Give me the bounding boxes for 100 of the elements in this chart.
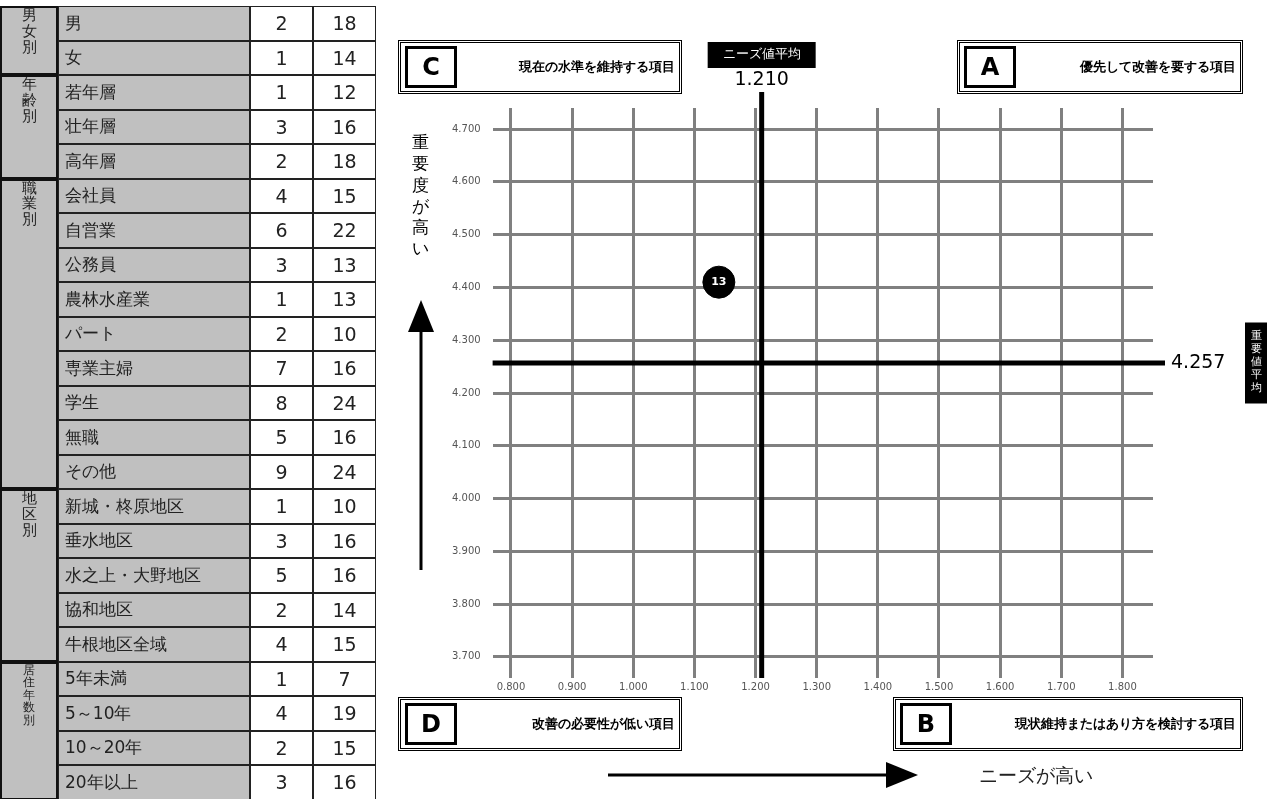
x-tick-label: 1.400 bbox=[863, 680, 893, 692]
y-tick-label: 10～20年 bbox=[58, 730, 250, 765]
x-tick-label: 1.200 bbox=[741, 680, 770, 692]
y-tick-label: 自営業 bbox=[58, 213, 250, 248]
y-tick-label: 公務員 bbox=[58, 247, 250, 282]
y-tick-label: 5～10年 bbox=[58, 696, 250, 731]
data-label: 1 bbox=[250, 489, 313, 524]
data-label: 1 bbox=[250, 75, 313, 110]
data-label: 16 bbox=[313, 558, 376, 593]
y-tick-label: 4.500 bbox=[451, 228, 481, 240]
data-label: 9 bbox=[250, 454, 313, 489]
text: B bbox=[900, 703, 952, 745]
x-tick-label: 1.800 bbox=[1108, 680, 1137, 692]
y-tick-label: 4.700 bbox=[451, 122, 481, 134]
y2-tick-label: 年齢別 bbox=[21, 75, 37, 125]
y-tick-label: 会社員 bbox=[58, 178, 250, 213]
y-tick-label: 専業主婦 bbox=[58, 351, 250, 386]
data-label: 16 bbox=[313, 523, 376, 558]
data-label: 2 bbox=[250, 316, 313, 351]
y-tick-label: 高年層 bbox=[58, 144, 250, 179]
data-label: 13 bbox=[313, 282, 376, 317]
y-tick-label: 学生 bbox=[58, 385, 250, 420]
data-label: 2 bbox=[250, 6, 313, 41]
data-label: 1 bbox=[250, 282, 313, 317]
annotation: 13 bbox=[711, 275, 727, 289]
data-label: 19 bbox=[313, 696, 376, 731]
data-label: 15 bbox=[313, 627, 376, 662]
data-label: 7 bbox=[313, 661, 376, 696]
y-tick-label: 新城・柊原地区 bbox=[58, 489, 250, 524]
y2-tick-label: 職業別 bbox=[21, 178, 37, 228]
y-tick-label: 4.200 bbox=[451, 386, 481, 398]
y-tick-label: 4.300 bbox=[451, 333, 481, 345]
data-label: 15 bbox=[313, 730, 376, 765]
x-tick-label: 1.300 bbox=[802, 680, 832, 692]
y-tick-label: 水之上・大野地区 bbox=[58, 558, 250, 593]
x-tick-label: 1.500 bbox=[924, 680, 954, 692]
data-label: 13 bbox=[313, 247, 376, 282]
data-label: 12 bbox=[313, 75, 376, 110]
y2-tick-label: 居住年数別 bbox=[23, 662, 35, 727]
y-tick-label: 協和地区 bbox=[58, 592, 250, 627]
y-tick-label: その他 bbox=[58, 454, 250, 489]
text: 優先して改善を要する項目 bbox=[1078, 58, 1237, 76]
text: ニーズ値平均 bbox=[722, 46, 801, 62]
data-label: 5 bbox=[250, 420, 313, 455]
y-tick-label: 20年以上 bbox=[58, 765, 250, 799]
data-label: 10 bbox=[313, 316, 376, 351]
data-label: 5 bbox=[250, 558, 313, 593]
data-label: 1 bbox=[250, 661, 313, 696]
text: C bbox=[405, 46, 457, 88]
data-label: 10 bbox=[313, 489, 376, 524]
y-tick-label: 壮年層 bbox=[58, 109, 250, 144]
y-tick-label: 3.700 bbox=[451, 650, 481, 662]
data-label: 16 bbox=[313, 420, 376, 455]
x-tick-label: 1.600 bbox=[985, 680, 1015, 692]
y2-tick-label: 男女別 bbox=[21, 6, 37, 56]
data-label: 1 bbox=[250, 40, 313, 75]
y-tick-label: 4.600 bbox=[451, 175, 481, 187]
y-tick-label: 農林水産業 bbox=[58, 282, 250, 317]
data-label: 3 bbox=[250, 109, 313, 144]
y-tick-label: 牛根地区全域 bbox=[58, 627, 250, 662]
data-label: 2 bbox=[250, 730, 313, 765]
x-tick-label: 1.100 bbox=[680, 680, 709, 692]
y-tick-label: 女 bbox=[58, 40, 250, 75]
data-label: 7 bbox=[250, 351, 313, 386]
text: 重要値平均 bbox=[1249, 329, 1262, 395]
y-tick-label: パート bbox=[58, 316, 250, 351]
y-tick-label: 男 bbox=[58, 6, 250, 41]
x-axis-title: ニーズが高い bbox=[979, 763, 1093, 788]
data-label: 18 bbox=[313, 144, 376, 179]
y-tick-label: 4.400 bbox=[451, 281, 481, 293]
data-label: 3 bbox=[250, 247, 313, 282]
y-tick-label: 無職 bbox=[58, 420, 250, 455]
text: 現状維持またはあり方を検討する項目 bbox=[1013, 715, 1237, 733]
data-label: 14 bbox=[313, 40, 376, 75]
data-label: 24 bbox=[313, 454, 376, 489]
data-label: 14 bbox=[313, 592, 376, 627]
data-label: 4 bbox=[250, 627, 313, 662]
y-tick-label: 3.900 bbox=[451, 544, 481, 556]
x-tick-label: 0.800 bbox=[496, 680, 526, 692]
y-tick-label: 若年層 bbox=[58, 75, 250, 110]
data-label: 4 bbox=[250, 696, 313, 731]
data-label: 8 bbox=[250, 385, 313, 420]
data-label: 6 bbox=[250, 213, 313, 248]
data-label: 15 bbox=[313, 178, 376, 213]
data-label: 16 bbox=[313, 351, 376, 386]
data-label: 2 bbox=[250, 144, 313, 179]
data-label: 22 bbox=[313, 213, 376, 248]
data-label: 18 bbox=[313, 6, 376, 41]
y-tick-label: 3.800 bbox=[451, 597, 481, 609]
data-label: 16 bbox=[313, 765, 376, 799]
y-tick-label: 4.000 bbox=[451, 492, 481, 504]
text: A bbox=[964, 46, 1016, 88]
ref-line-label: 1.210 bbox=[734, 67, 789, 90]
data-label: 2 bbox=[250, 592, 313, 627]
text: D bbox=[405, 703, 457, 745]
data-label: 4 bbox=[250, 178, 313, 213]
data-label: 3 bbox=[250, 523, 313, 558]
data-label: 3 bbox=[250, 765, 313, 799]
y-tick-label: 5年未満 bbox=[58, 661, 250, 696]
y-axis-title: 重要度が高い bbox=[412, 132, 429, 260]
